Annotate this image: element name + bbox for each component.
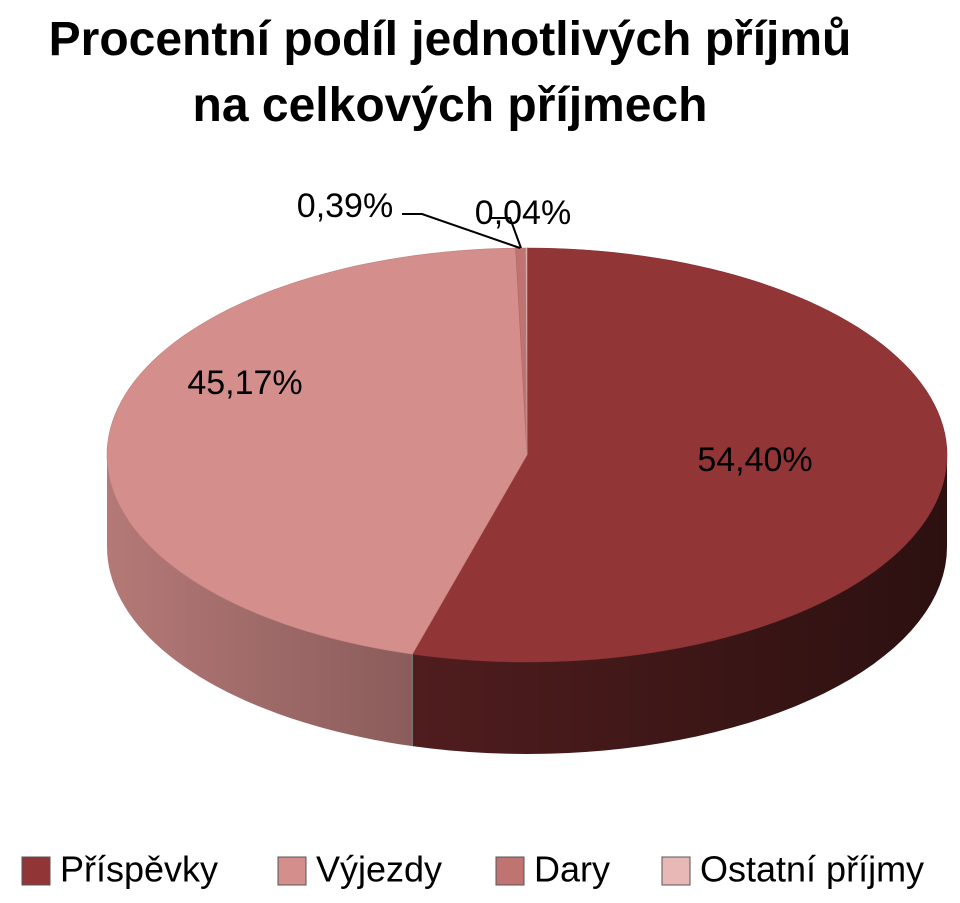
legend-label: Výjezdy [316, 849, 442, 890]
legend-label: Ostatní příjmy [700, 849, 924, 890]
leader-line [490, 217, 522, 249]
pie-side [412, 455, 947, 754]
legend-swatch [661, 856, 691, 886]
data-labels: 54,40% 45,17% 0,39% 0,04% [187, 187, 812, 479]
data-label: 45,17% [187, 364, 302, 402]
pie-side [107, 455, 413, 747]
legend: Příspěvky Výjezdy Dary Ostatní příjmy [21, 849, 924, 890]
pie-slice [525, 247, 528, 456]
pie-sides [107, 455, 947, 754]
legend-label: Dary [534, 849, 610, 890]
legend-swatch [21, 856, 51, 886]
data-label: 54,40% [697, 441, 812, 479]
legend-swatch [277, 856, 307, 886]
leader-line [402, 213, 521, 249]
legend-label: Příspěvky [60, 849, 218, 890]
legend-swatch [495, 856, 525, 886]
pie-slices [106, 247, 948, 663]
pie-slice [106, 247, 528, 655]
data-label: 0,39% [297, 187, 393, 225]
data-label: 0,04% [475, 194, 571, 232]
chart-title: Procentní podíl jednotlivých příjmů na ce… [49, 13, 852, 132]
pie-slice [411, 247, 948, 663]
